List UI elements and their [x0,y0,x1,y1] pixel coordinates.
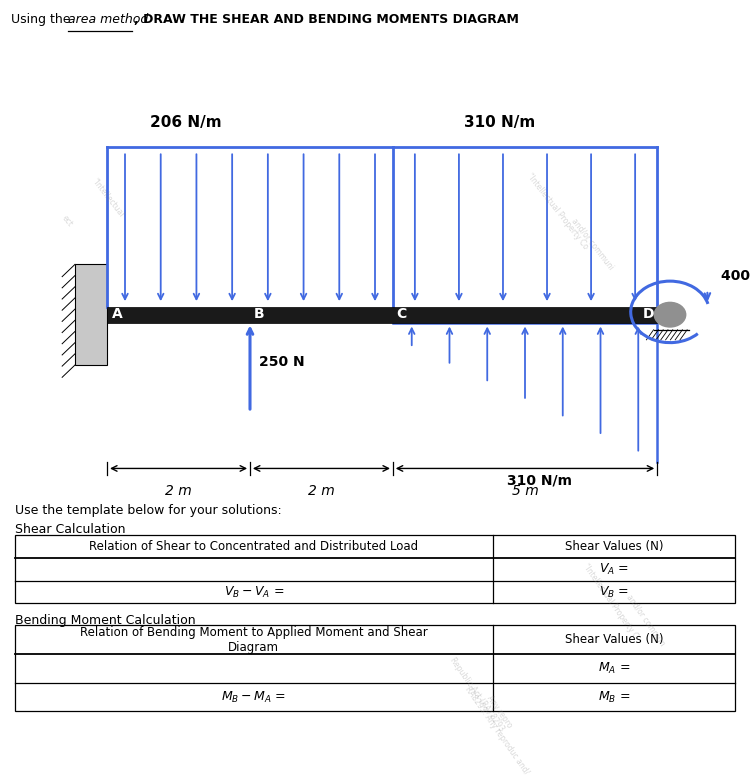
Text: Shear Values (N): Shear Values (N) [565,541,663,553]
Text: Using the: Using the [11,13,75,26]
Text: 206 N/m: 206 N/m [150,115,222,130]
Text: Use the template below for your solutions:: Use the template below for your solution… [15,504,281,516]
Text: $V_B$ =: $V_B$ = [598,584,629,600]
Text: Bending Moment Calculation: Bending Moment Calculation [15,615,196,627]
Text: area method: area method [68,13,148,26]
Text: $M_A$ =: $M_A$ = [598,661,630,676]
Bar [15,535,735,603]
Text: "Intellectual Property Co: "Intellectual Property Co [525,172,590,251]
Text: ect: ect [60,213,74,229]
Bar [15,626,735,711]
Text: "Intellectual: "Intellectual [90,176,126,218]
Text: 2 m: 2 m [308,484,334,498]
Text: 310 N/m: 310 N/m [464,115,536,130]
Text: 400 N·m: 400 N·m [722,268,750,282]
Text: Republic Act (RA) 8293: Republic Act (RA) 8293 [448,656,506,733]
Circle shape [654,303,686,327]
Bar [107,307,657,322]
Text: $V_B - V_A$ =: $V_B - V_A$ = [224,584,284,600]
Text: and/or communi: and/or communi [570,216,616,271]
Text: C: C [397,307,406,321]
Text: Shear Calculation: Shear Calculation [15,523,125,536]
Text: and/or commun: and/or commun [625,593,667,647]
Text: , DRAW THE SHEAR AND BENDING MOMENTS DIAGRAM: , DRAW THE SHEAR AND BENDING MOMENTS DIA… [134,13,518,26]
Text: Relation of Shear to Concentrated and Distributed Load: Relation of Shear to Concentrated and Di… [89,541,419,553]
Text: 2 m: 2 m [165,484,192,498]
Text: $V_A$ =: $V_A$ = [598,562,629,577]
Text: Any repro: Any repro [485,693,514,729]
Text: "Intellectual Property C: "Intellectual Property C [580,562,639,640]
Text: $M_B - M_A$ =: $M_B - M_A$ = [221,690,286,704]
Text: Relation of Bending Moment to Applied Moment and Shear
Diagram: Relation of Bending Moment to Applied Mo… [80,626,428,654]
Text: 5 m: 5 m [512,484,538,498]
Text: $M_B$ =: $M_B$ = [598,690,630,704]
Text: A: A [112,307,123,321]
Text: D: D [643,307,654,321]
Text: B: B [254,307,264,321]
Bar [75,264,107,365]
Text: Shear Values (N): Shear Values (N) [565,633,663,647]
Text: 250 N: 250 N [259,355,305,369]
Text: RA8293. Any reproduc and/: RA8293. Any reproduc and/ [464,685,531,776]
Text: 310 N/m: 310 N/m [507,473,572,488]
